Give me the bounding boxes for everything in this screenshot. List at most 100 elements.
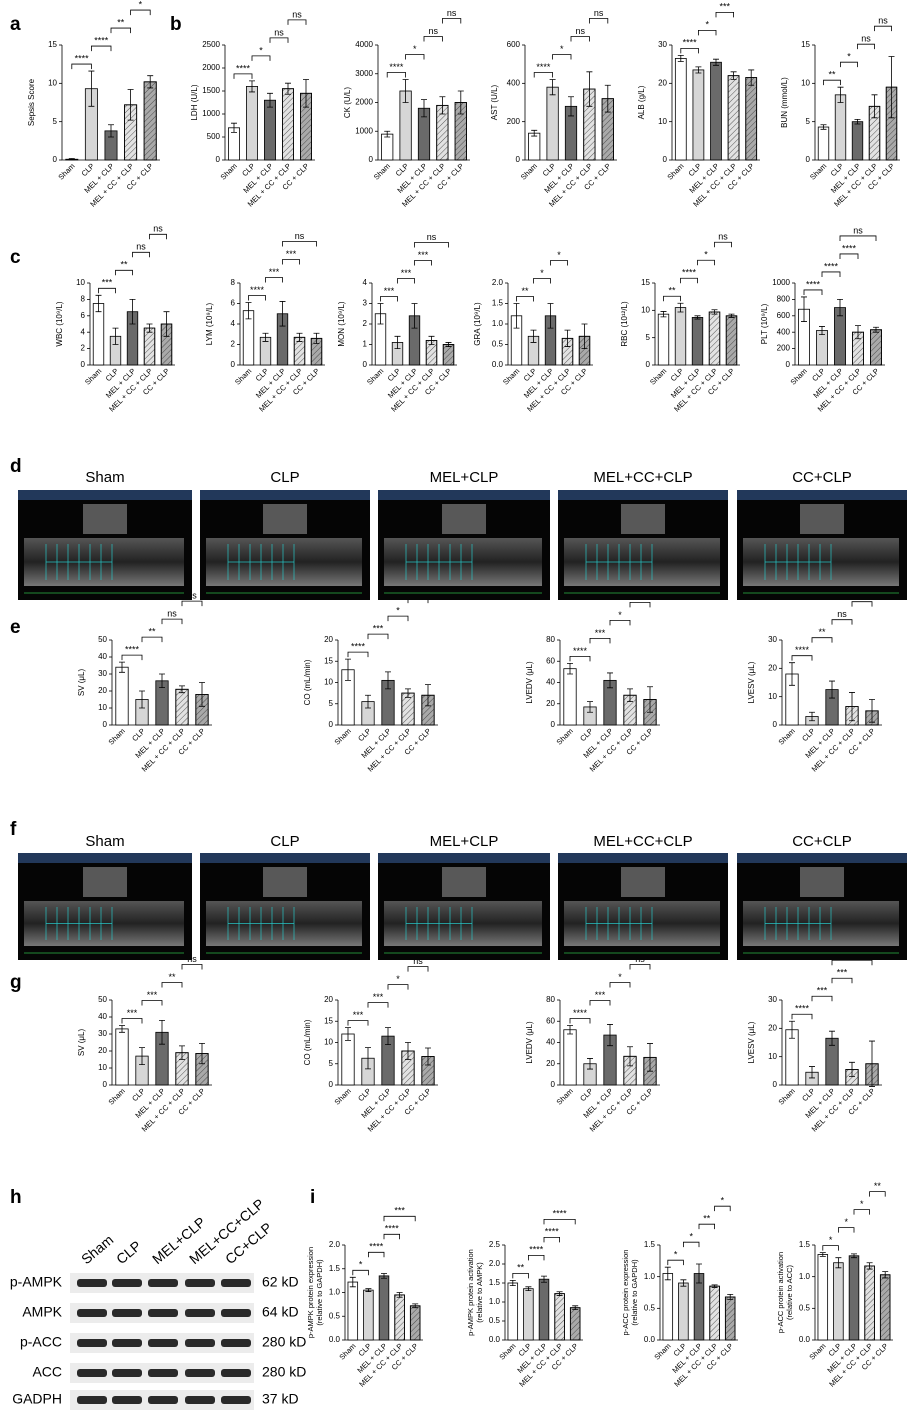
y-tick-label: 400 (507, 78, 521, 87)
significance-bracket (252, 56, 270, 61)
x-tick-label: CLP (356, 1086, 373, 1103)
blot-band (221, 1369, 251, 1377)
y-tick-label: 800 (777, 295, 791, 304)
y-tick-label: 2000 (202, 63, 220, 72)
bar (816, 331, 827, 365)
significance-label: *** (394, 1206, 405, 1216)
significance-label: **** (536, 62, 551, 72)
significance-label: ns (837, 609, 847, 619)
y-axis-label: p-ACC protein activation (776, 1252, 785, 1333)
significance-bracket (534, 279, 551, 284)
significance-bracket (131, 10, 151, 15)
significance-bracket (122, 655, 142, 660)
significance-label: ** (148, 626, 156, 636)
bar (348, 1282, 358, 1340)
significance-label: **** (795, 1004, 810, 1014)
significance-label: *** (286, 249, 297, 259)
significance-bracket (408, 967, 428, 972)
y-tick-label: 200 (507, 117, 521, 126)
significance-label: **** (389, 62, 404, 72)
echo-panel: MEL+CLP (378, 469, 550, 600)
y-tick-label: 4 (363, 278, 368, 287)
y-tick-label: 0.5 (329, 1311, 341, 1320)
echo-bmode (263, 867, 307, 897)
echo-panel: CC+CLP (737, 469, 907, 600)
significance-label: ** (517, 1263, 525, 1273)
significance-label: ** (168, 972, 176, 982)
x-tick-label: CLP (800, 1086, 817, 1103)
significance-label: **** (369, 1242, 384, 1252)
bar-chart: 051015BUN (mmol/L)ShamCLPMEL + CLPMEL + … (780, 16, 900, 209)
y-axis-label: GRA (10⁹/L) (473, 302, 482, 346)
panel-letter: c (10, 247, 21, 268)
blot-band (221, 1279, 251, 1287)
y-tick-label: 15 (641, 278, 650, 287)
significance-label: *** (720, 2, 731, 12)
y-axis-label: LVESV (μL) (747, 1021, 756, 1063)
significance-label: * (689, 1232, 693, 1242)
panel-letter: e (10, 617, 21, 638)
y-tick-label: 80 (546, 995, 555, 1004)
y-tick-label: 1000 (772, 278, 790, 287)
y-tick-label: 2.5 (489, 1240, 501, 1249)
significance-bracket (792, 656, 812, 661)
y-tick-label: 40 (546, 678, 555, 687)
significance-label: **** (529, 1245, 544, 1255)
blot-band (185, 1309, 215, 1317)
y-axis-label: (relative to GAPDH) (630, 1259, 639, 1326)
x-tick-label: Sham (337, 1341, 357, 1361)
significance-bracket (182, 965, 202, 970)
significance-label: ns (428, 26, 438, 36)
significance-bracket (406, 55, 424, 60)
blot-band (148, 1369, 178, 1377)
y-tick-label: 50 (98, 995, 107, 1004)
y-tick-label: 2.0 (489, 1259, 501, 1268)
y-tick-label: 30 (768, 995, 777, 1004)
bar-chart: 05101520CO (mL/min)ShamCLPMEL + CLPMEL +… (303, 588, 438, 774)
echo-label: CLP (270, 469, 299, 486)
x-tick-label: CLP (80, 161, 97, 178)
echo-label: MEL+CLP (430, 833, 499, 850)
y-tick-label: 0 (369, 155, 374, 164)
bar-chart: 0.00.51.01.5p-ACC protein expression(rel… (621, 1196, 738, 1389)
blot-band (77, 1396, 107, 1404)
y-tick-label: 20 (324, 635, 333, 644)
bar-chart: 0102030LVESV (μL)ShamCLPMEL + CLPMEL + C… (747, 950, 882, 1134)
y-axis-label: MON (10⁹/L) (337, 301, 346, 347)
y-tick-label: 0 (806, 155, 811, 164)
significance-label: ns (427, 232, 437, 242)
significance-bracket (368, 1003, 388, 1008)
significance-label: * (259, 45, 263, 55)
significance-bracket (589, 19, 607, 24)
lane-label: Sham (78, 1231, 116, 1267)
significance-bracket (162, 983, 182, 988)
bar (834, 1263, 844, 1340)
size-label: 62 kD (262, 1274, 299, 1290)
bar (342, 1034, 354, 1085)
bar (508, 1283, 518, 1340)
x-tick-label: Sham (501, 366, 521, 386)
significance-label: * (359, 1260, 363, 1270)
bar-chart: 0.00.51.01.52.0p-AMPK protein expression… (306, 1206, 423, 1389)
significance-label: *** (595, 990, 606, 1000)
bar-chart: 0.00.51.01.5p-ACC protein activation(rel… (776, 1181, 893, 1389)
x-tick-label: Sham (777, 1086, 797, 1106)
bar (564, 669, 576, 725)
significance-bracket (841, 62, 858, 67)
significance-label: * (396, 606, 400, 616)
bar (711, 62, 722, 160)
echo-header (378, 490, 550, 500)
y-tick-label: 1.5 (644, 1240, 656, 1249)
bar-chart: 0.00.51.01.52.02.5p-AMPK protein activat… (466, 1209, 583, 1389)
bar-hatch (726, 316, 737, 365)
y-tick-label: 15 (324, 656, 333, 665)
size-label: 280 kD (262, 1334, 306, 1350)
significance-label: *** (837, 968, 848, 978)
protein-label: AMPK (22, 1304, 62, 1320)
significance-label: ns (153, 224, 163, 234)
significance-label: * (860, 1199, 864, 1209)
bar (849, 1256, 859, 1340)
significance-bracket (348, 652, 368, 657)
bar (246, 86, 257, 160)
y-tick-label: 20 (768, 663, 777, 672)
